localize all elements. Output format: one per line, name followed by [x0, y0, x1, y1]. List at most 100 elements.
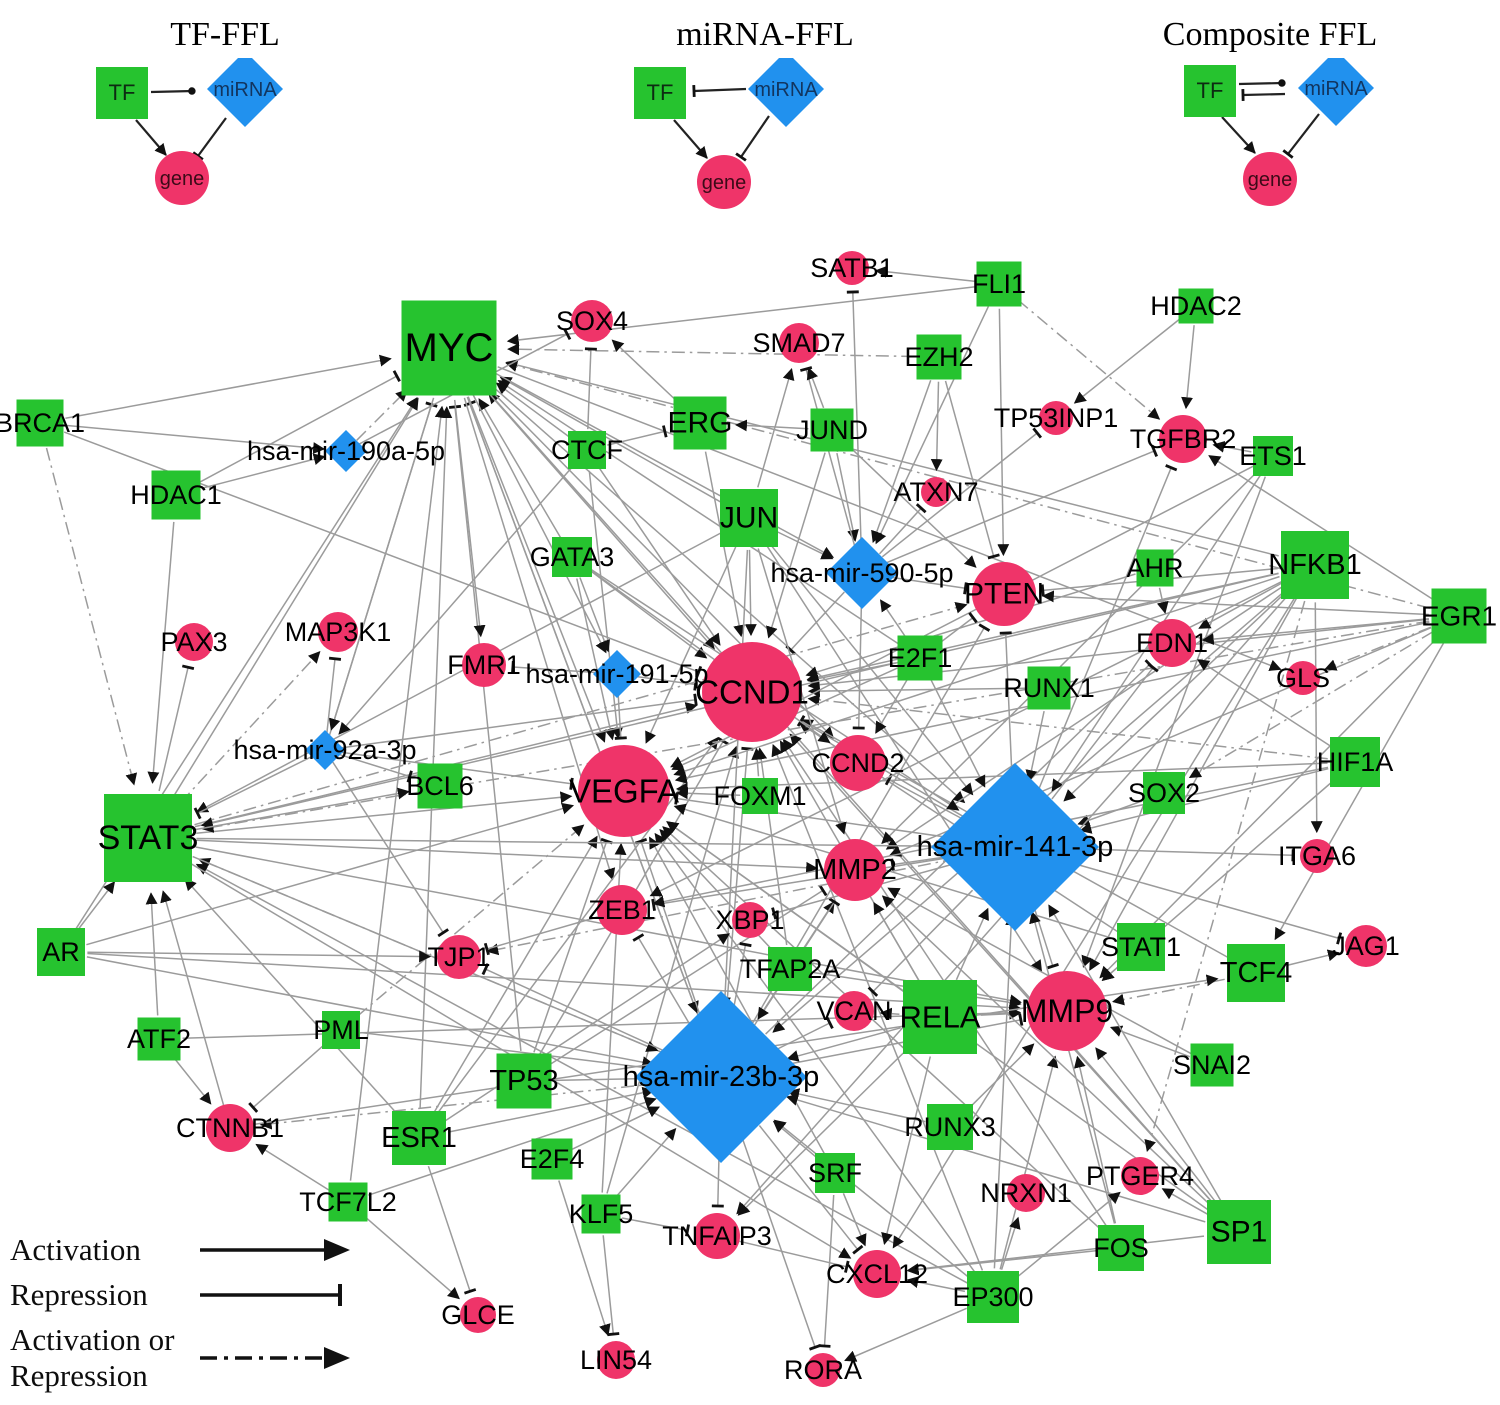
- edge-FOS-CXCL12: [906, 1249, 1096, 1276]
- node-SP1[interactable]: [1207, 1200, 1271, 1264]
- node-LIN54[interactable]: [597, 1341, 635, 1379]
- edge-RUNX3-hsa-mir-23b-3p: [787, 1088, 926, 1123]
- edge-hsa-mir-590-5p-ATXN7: [878, 503, 927, 555]
- node-TCF4[interactable]: [1227, 944, 1285, 1002]
- node-SNAI2[interactable]: [1190, 1043, 1234, 1087]
- node-hsa-mir-190a-5p[interactable]: [325, 430, 367, 472]
- edge-SP1-PTGER4: [1161, 1188, 1209, 1216]
- node-AHR[interactable]: [1136, 549, 1174, 587]
- node-label-NFKB1: NFKB1: [1268, 549, 1361, 581]
- node-GATA3[interactable]: [552, 537, 592, 577]
- node-hsa-mir-191-5p[interactable]: [593, 650, 641, 698]
- node-KLF5[interactable]: [581, 1194, 621, 1234]
- node-TCF7L2[interactable]: [328, 1182, 368, 1222]
- node-CCND2[interactable]: [830, 735, 886, 791]
- node-GLCE[interactable]: [460, 1297, 496, 1333]
- node-ITGA6[interactable]: [1300, 839, 1334, 873]
- node-label-HIF1A: HIF1A: [1317, 747, 1394, 777]
- node-ZEB1[interactable]: [597, 885, 647, 935]
- node-BCL6[interactable]: [417, 763, 463, 809]
- node-RUNX1[interactable]: [1027, 666, 1071, 710]
- node-RORA[interactable]: [806, 1353, 840, 1387]
- node-ATF2[interactable]: [137, 1017, 181, 1061]
- node-CCND1[interactable]: [702, 642, 802, 742]
- node-MMP2[interactable]: [824, 839, 886, 901]
- node-hsa-mir-590-5p[interactable]: [826, 537, 898, 609]
- node-CXCL12[interactable]: [853, 1250, 901, 1298]
- node-SOX2[interactable]: [1143, 772, 1185, 814]
- node-TP53[interactable]: [496, 1053, 552, 1109]
- node-E2F4[interactable]: [531, 1138, 573, 1180]
- node-TP53INP1[interactable]: [1039, 401, 1073, 435]
- node-NRXN1[interactable]: [1007, 1174, 1045, 1212]
- ffl-title-composite: Composite FFL: [1162, 16, 1378, 53]
- node-label-GLCE: GLCE: [441, 1300, 515, 1330]
- node-HDAC1[interactable]: [151, 470, 201, 520]
- node-TGFBR2[interactable]: [1159, 415, 1207, 463]
- node-ESR1[interactable]: [392, 1111, 446, 1165]
- legend-label-line: Activation: [10, 1232, 141, 1267]
- node-FOXM1[interactable]: [742, 778, 778, 814]
- node-SATB1[interactable]: [835, 251, 869, 285]
- node-hsa-mir-92a-3p[interactable]: [305, 730, 345, 770]
- node-JUN[interactable]: [720, 489, 778, 547]
- node-TJP1[interactable]: [437, 935, 481, 979]
- node-PTGER4[interactable]: [1121, 1157, 1159, 1195]
- node-JUND[interactable]: [810, 408, 854, 452]
- edge-HIF1A-hsa-mir-141-3p: [1079, 767, 1329, 834]
- node-XBP1[interactable]: [732, 902, 768, 938]
- node-VEGFA[interactable]: [578, 745, 670, 837]
- edge-hsa-mir-590-5p-SATB1: [846, 290, 862, 548]
- node-label-EP300: EP300: [952, 1282, 1033, 1312]
- node-CTNNB1[interactable]: [206, 1104, 254, 1152]
- node-MYC[interactable]: [401, 300, 497, 396]
- node-NFKB1[interactable]: [1281, 531, 1349, 599]
- node-hsa-mir-23b-3p[interactable]: [635, 991, 807, 1163]
- node-label-PTGER4: PTGER4: [1086, 1161, 1194, 1191]
- node-BRCA1[interactable]: [16, 399, 64, 447]
- node-EGR1[interactable]: [1431, 588, 1487, 644]
- gene-node: [155, 151, 209, 205]
- node-HDAC2[interactable]: [1178, 288, 1214, 324]
- node-EP300[interactable]: [967, 1271, 1019, 1323]
- node-EDN1[interactable]: [1148, 619, 1196, 667]
- node-SMAD7[interactable]: [779, 323, 819, 363]
- node-ERG[interactable]: [673, 396, 727, 450]
- node-PAX3[interactable]: [175, 623, 213, 661]
- legend-row-activation: Activation: [10, 1232, 358, 1268]
- node-hsa-mir-141-3p[interactable]: [931, 763, 1099, 931]
- node-RELA[interactable]: [903, 980, 977, 1054]
- edge-EGR1-MYC: [505, 360, 1430, 609]
- node-ETS1[interactable]: [1253, 436, 1293, 476]
- edge-TP53-hsa-mir-23b-3p: [554, 1072, 654, 1085]
- node-PML[interactable]: [322, 1011, 360, 1049]
- node-SOX4[interactable]: [571, 300, 613, 342]
- edge-hsa-mir-23b-3p-CXCL12: [758, 1125, 864, 1255]
- edge-JUN-SMAD7: [757, 367, 795, 488]
- node-JAG1[interactable]: [1345, 925, 1387, 967]
- edge-TCF7L2-hsa-mir-23b-3p: [368, 1096, 657, 1196]
- node-TNFAIP3[interactable]: [694, 1213, 740, 1259]
- node-MMP9[interactable]: [1027, 971, 1107, 1051]
- node-MAP3K1[interactable]: [318, 612, 358, 652]
- node-FOS[interactable]: [1098, 1225, 1144, 1271]
- node-ATXN7[interactable]: [921, 477, 951, 507]
- edge-PML-hsa-mir-23b-3p: [361, 1031, 654, 1074]
- node-STAT1[interactable]: [1117, 923, 1165, 971]
- node-AR[interactable]: [37, 928, 85, 976]
- node-HIF1A[interactable]: [1330, 737, 1380, 787]
- node-STAT3[interactable]: [104, 794, 192, 882]
- node-FLI1[interactable]: [976, 261, 1022, 307]
- node-EZH2[interactable]: [916, 334, 962, 380]
- node-VCAN[interactable]: [834, 991, 874, 1031]
- node-SRF[interactable]: [815, 1153, 855, 1193]
- edge-JUND-hsa-mir-590-5p: [836, 452, 859, 542]
- node-E2F1[interactable]: [897, 635, 943, 681]
- node-label-SRF: SRF: [808, 1158, 862, 1188]
- node-GLS[interactable]: [1286, 661, 1320, 695]
- node-FMR1[interactable]: [462, 643, 506, 687]
- node-CTCF[interactable]: [568, 431, 606, 469]
- node-RUNX3[interactable]: [927, 1104, 973, 1150]
- node-TFAP2A[interactable]: [768, 947, 812, 991]
- node-PTEN[interactable]: [972, 562, 1036, 626]
